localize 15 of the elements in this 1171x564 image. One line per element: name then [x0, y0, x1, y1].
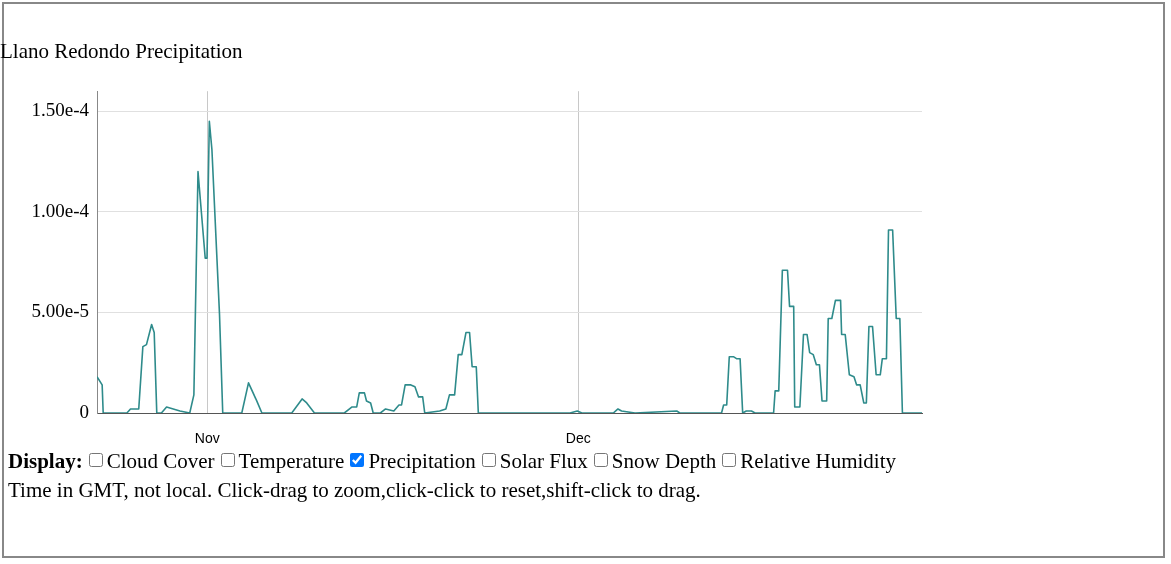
y-tick-label: 0: [79, 400, 89, 422]
chart-title: Llano Redondo Precipitation: [0, 39, 244, 64]
text: Snow Depth: [611, 449, 717, 473]
y-tick-label: 1.50e-4: [31, 99, 90, 121]
text: Solar Flux: [499, 449, 588, 473]
text: Temperature: [238, 449, 345, 473]
text: Precipitation: [368, 449, 476, 473]
x-tick-label: Dec: [565, 430, 591, 447]
y-tick-label: 1.00e-4: [31, 199, 90, 221]
text: Cloud Cover: [106, 449, 215, 473]
text: Time in GMT, not local. Click-drag to zoom,click-click to reset,shift-click to drag.: [8, 478, 701, 503]
y-tick-label: 5.00e-5: [31, 300, 89, 322]
x-tick-label: Nov: [194, 430, 220, 447]
text: Relative Humidity: [740, 449, 896, 473]
text: Display:: [8, 449, 83, 473]
